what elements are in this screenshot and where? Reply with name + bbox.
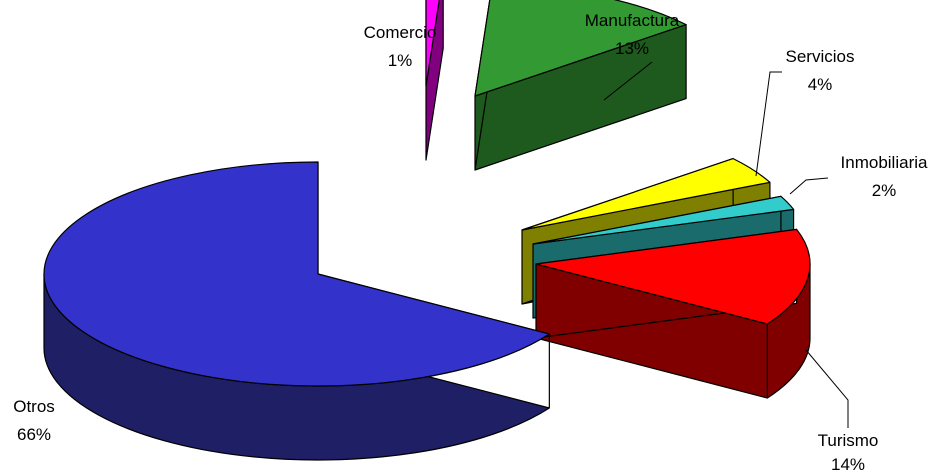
leader-line-servicios [755,71,782,177]
label-comercio-name: Comercio [364,23,437,42]
slice-manufactura [474,0,687,97]
label-servicios-pct: 4% [808,75,833,94]
slice-faces [43,0,811,387]
leader-lines [603,61,849,428]
label-otros: Otros 66% [13,397,55,444]
leader-line-turismo [805,349,849,428]
label-otros-name: Otros [13,397,55,416]
label-turismo: Turismo 14% [818,431,879,472]
label-inmobiliaria-name: Inmobiliaria [841,153,928,172]
label-turismo-name: Turismo [818,431,879,450]
leader-line-manufactura [603,61,653,101]
label-comercio: Comercio 1% [364,23,437,70]
label-manufactura-pct: 13% [615,39,649,58]
slice-turismo [535,228,811,325]
label-servicios: Servicios 4% [786,47,855,94]
label-manufactura-name: Manufactura [585,11,680,30]
slice-otros [43,161,550,387]
slice-comercio [425,0,440,87]
label-otros-pct: 66% [17,425,51,444]
label-manufactura: Manufactura 13% [585,11,680,58]
label-servicios-name: Servicios [786,47,855,66]
leader-line-inmobiliaria [789,177,829,195]
label-turismo-pct: 14% [831,455,865,472]
label-inmobiliaria: Inmobiliaria 2% [841,153,928,200]
label-inmobiliaria-pct: 2% [872,181,897,200]
slice-servicios [521,158,771,231]
label-comercio-pct: 1% [388,51,413,70]
slice-inmobiliaria [532,195,795,245]
